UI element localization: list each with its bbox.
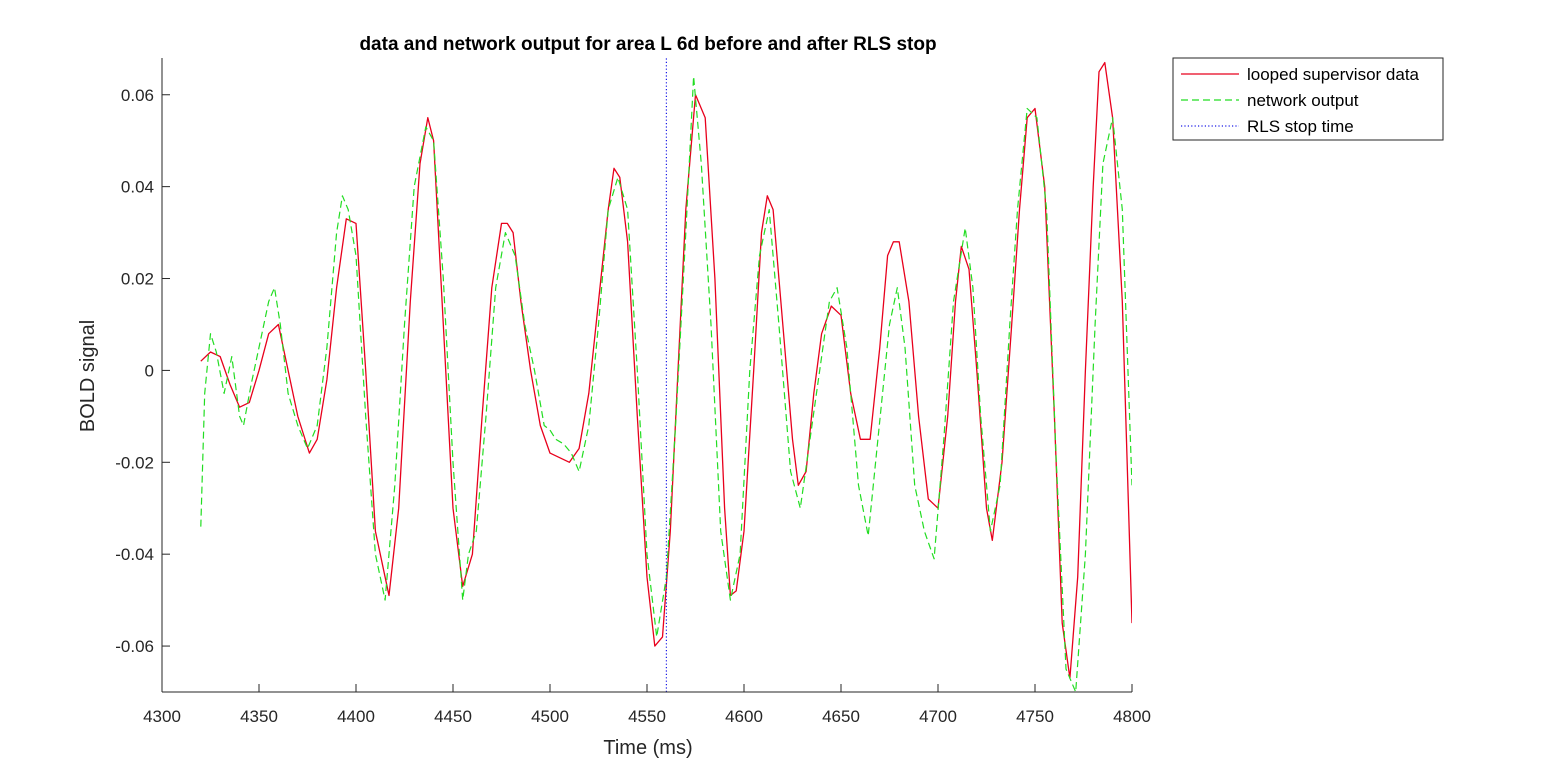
x-tick-label: 4400 (337, 707, 375, 726)
y-axis-label: BOLD signal (77, 320, 99, 432)
legend-box (1172, 57, 1444, 141)
series-line-1 (200, 61, 1132, 679)
axes: 4300 4350 4400 4450 4500 4550 4600 4650 4700 4750… (115, 58, 1151, 726)
chart-title: data and network output for area L 6d be… (359, 34, 936, 55)
x-tick-label: 4350 (240, 707, 278, 726)
y-tick-label: 0.02 (121, 270, 154, 289)
y-tick-label: -0.04 (115, 545, 154, 564)
legend-label: network output (1247, 91, 1359, 110)
x-axis-label: Time (ms) (603, 737, 692, 759)
x-tick-label: 4700 (919, 707, 957, 726)
y-tick-label: -0.06 (115, 637, 154, 656)
x-tick-label: 4450 (434, 707, 472, 726)
legend: looped supervisor data network output RLS … (1172, 57, 1444, 141)
x-tick-label: 4500 (531, 707, 569, 726)
x-tick-label: 4800 (1113, 707, 1151, 726)
y-tick-label: -0.02 (115, 453, 154, 472)
series-line-2 (200, 75, 1132, 692)
x-tick-label: 4650 (822, 707, 860, 726)
y-tick-label: 0 (145, 361, 154, 380)
x-tick-label: 4300 (143, 707, 181, 726)
legend-label: looped supervisor data (1247, 65, 1420, 84)
x-tick-label: 4550 (628, 707, 666, 726)
plot-area (200, 58, 1132, 692)
x-tick-label: 4600 (725, 707, 763, 726)
legend-label: RLS stop time (1247, 117, 1354, 136)
y-tick-label: 0.04 (121, 178, 154, 197)
x-tick-label: 4750 (1016, 707, 1054, 726)
y-tick-label: 0.06 (121, 86, 154, 105)
